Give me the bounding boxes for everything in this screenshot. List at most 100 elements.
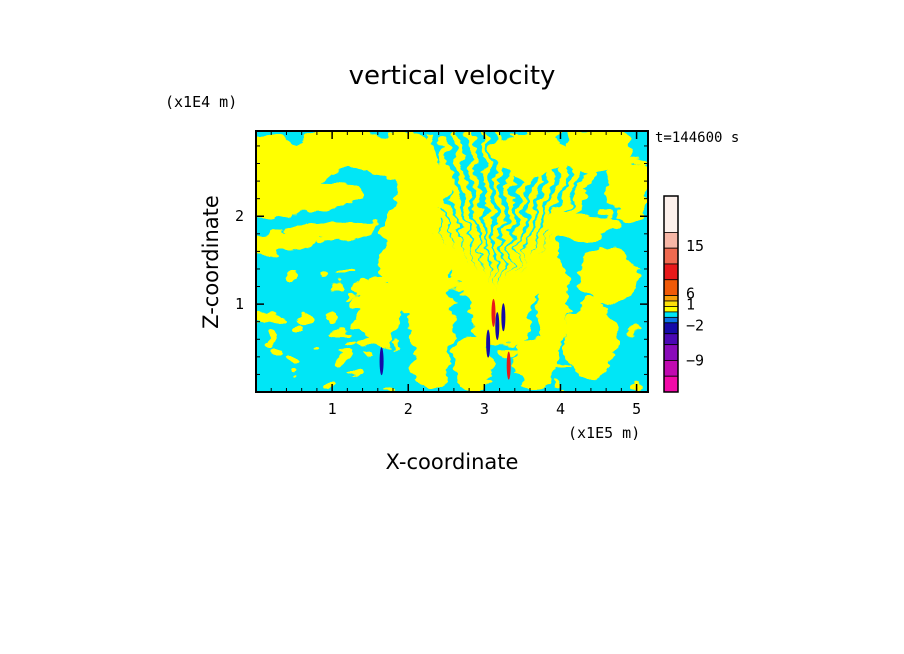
x-scale-note: (x1E5 m): [568, 424, 640, 442]
colorbar-level: [663, 375, 679, 393]
chart-title: vertical velocity: [349, 61, 556, 91]
strong-cell: [491, 298, 496, 327]
positive-speck: [318, 268, 327, 279]
colorbar-tick-label: −2: [686, 316, 704, 334]
positive-speck: [503, 346, 517, 358]
strong-cell: [495, 312, 500, 341]
positive-speck: [345, 343, 357, 351]
positive-speck: [456, 273, 464, 278]
positive-speck: [417, 274, 433, 280]
positive-speck: [500, 335, 516, 344]
positive-speck: [607, 289, 612, 298]
time-label: t=144600 s: [655, 130, 739, 146]
strong-cell: [506, 351, 511, 380]
x-tick-label: 4: [556, 400, 565, 418]
colorbar-tick-label: 15: [686, 237, 704, 255]
positive-regions: [256, 131, 648, 392]
strong-cell: [486, 329, 491, 358]
positive-region: [537, 251, 569, 357]
positive-speck: [383, 387, 397, 392]
colorbar-level: [663, 333, 679, 346]
positive-region: [606, 159, 648, 221]
positive-speck: [348, 318, 362, 327]
positive-speck: [413, 265, 424, 270]
positive-speck: [514, 372, 527, 378]
positive-speck: [476, 345, 494, 356]
positive-speck: [288, 269, 298, 281]
positive-speck: [273, 343, 287, 355]
positive-speck: [423, 321, 437, 328]
positive-speck: [324, 381, 333, 392]
positive-speck: [511, 269, 520, 279]
positive-speck: [293, 316, 311, 325]
positive-speck: [438, 323, 445, 334]
positive-speck: [323, 312, 337, 322]
positive-speck: [523, 277, 539, 289]
positive-speck: [290, 372, 297, 377]
x-tick-label: 1: [328, 400, 337, 418]
positive-speck: [267, 333, 278, 345]
strong-cell: [501, 303, 506, 332]
positive-speck: [521, 299, 530, 304]
positive-speck: [374, 274, 389, 284]
positive-speck: [442, 262, 449, 270]
positive-region: [564, 299, 618, 379]
y-tick-label: 2: [235, 207, 244, 225]
colorbar-level: [663, 316, 679, 324]
positive-speck: [360, 319, 375, 327]
positive-speck: [329, 283, 346, 294]
positive-speck: [449, 280, 465, 286]
colorbar-level: [663, 263, 679, 281]
positive-speck: [558, 364, 571, 370]
positive-speck: [562, 323, 574, 334]
colorbar-level: [663, 322, 679, 335]
colorbar-level: [663, 300, 679, 307]
colorbar-level: [663, 344, 679, 361]
positive-region: [286, 218, 378, 240]
positive-speck: [549, 360, 557, 365]
strong-updraft-regions: [379, 298, 511, 380]
positive-speck: [292, 327, 307, 333]
colorbar-level: [663, 195, 679, 233]
colorbar-level: [663, 247, 679, 265]
y-axis-label: Z-coordinate: [199, 195, 223, 329]
colorbar-level: [663, 232, 679, 249]
colorbar-tick-label: −9: [686, 351, 704, 369]
positive-speck: [355, 338, 373, 349]
positive-speck: [362, 352, 373, 358]
positive-speck: [486, 336, 503, 342]
positive-speck: [335, 269, 351, 275]
positive-speck: [390, 339, 398, 346]
y-scale-note: (x1E4 m): [165, 93, 237, 111]
positive-region: [256, 194, 291, 221]
positive-speck: [360, 278, 375, 289]
plot-frame: [255, 130, 649, 393]
wave-band: [423, 131, 490, 345]
positive-speck: [284, 355, 296, 365]
positive-speck: [481, 277, 490, 281]
colorbar: 15 61 −2 −9: [663, 195, 704, 393]
positive-speck: [514, 329, 523, 338]
wave-band: [453, 131, 495, 344]
positive-speck: [522, 355, 533, 362]
positive-speck: [551, 384, 558, 392]
positive-speck: [332, 327, 350, 333]
wave-band: [514, 131, 605, 345]
positive-speck: [443, 306, 456, 311]
y-axis: 12: [235, 145, 648, 375]
wave-band: [502, 131, 532, 344]
positive-speck: [547, 295, 562, 302]
x-tick-label: 5: [632, 400, 641, 418]
wave-band: [438, 131, 493, 344]
positive-speck: [629, 384, 640, 391]
colorbar-level: [663, 295, 679, 302]
x-tick-label: 3: [480, 400, 489, 418]
x-tick-label: 2: [404, 400, 413, 418]
positive-speck: [312, 346, 323, 354]
positive-speck: [347, 372, 361, 377]
positive-region: [575, 251, 637, 305]
positive-speck: [605, 307, 610, 316]
colorbar-frame: [663, 195, 679, 393]
y-tick-label: 1: [235, 295, 244, 313]
